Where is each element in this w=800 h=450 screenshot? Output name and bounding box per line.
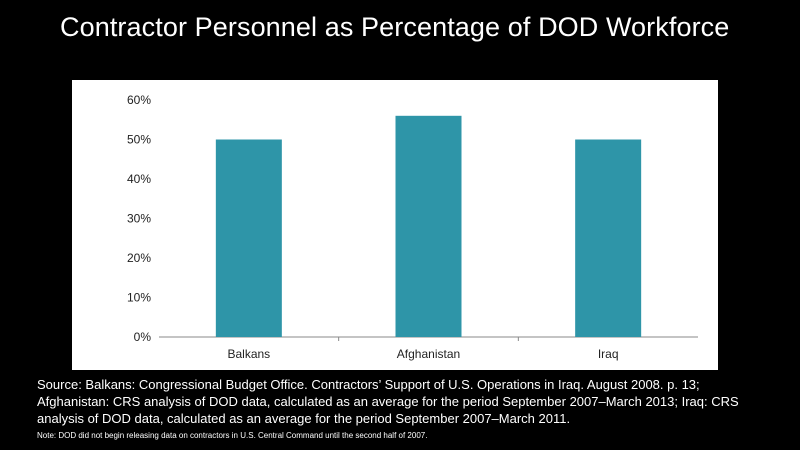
y-tick-label: 50%	[127, 133, 151, 147]
slide-title: Contractor Personnel as Percentage of DO…	[60, 12, 730, 42]
y-tick-label: 20%	[127, 251, 151, 265]
y-tick-label: 30%	[127, 212, 151, 226]
y-tick-label: 40%	[127, 172, 151, 186]
y-tick-label: 60%	[127, 93, 151, 107]
chart-panel: 0% 10% 20% 30% 40% 50% 60% Balkans Afghanistan Ir…	[72, 80, 718, 370]
x-category-label: Afghanistan	[397, 347, 460, 361]
source-citation: Source: Balkans: Congressional Budget Of…	[37, 377, 739, 426]
footnote: Note: DOD did not begin releasing data o…	[37, 431, 428, 440]
y-tick-label: 0%	[134, 330, 152, 344]
x-category-label: Balkans	[227, 347, 270, 361]
x-category-label: Iraq	[598, 347, 619, 361]
y-tick-label: 10%	[127, 291, 151, 305]
bar-afghanistan	[395, 115, 462, 337]
bar-iraq	[575, 139, 642, 337]
bar-balkans	[215, 139, 282, 337]
bar-chart: 0% 10% 20% 30% 40% 50% 60% Balkans Afghanistan Ir…	[127, 93, 698, 361]
